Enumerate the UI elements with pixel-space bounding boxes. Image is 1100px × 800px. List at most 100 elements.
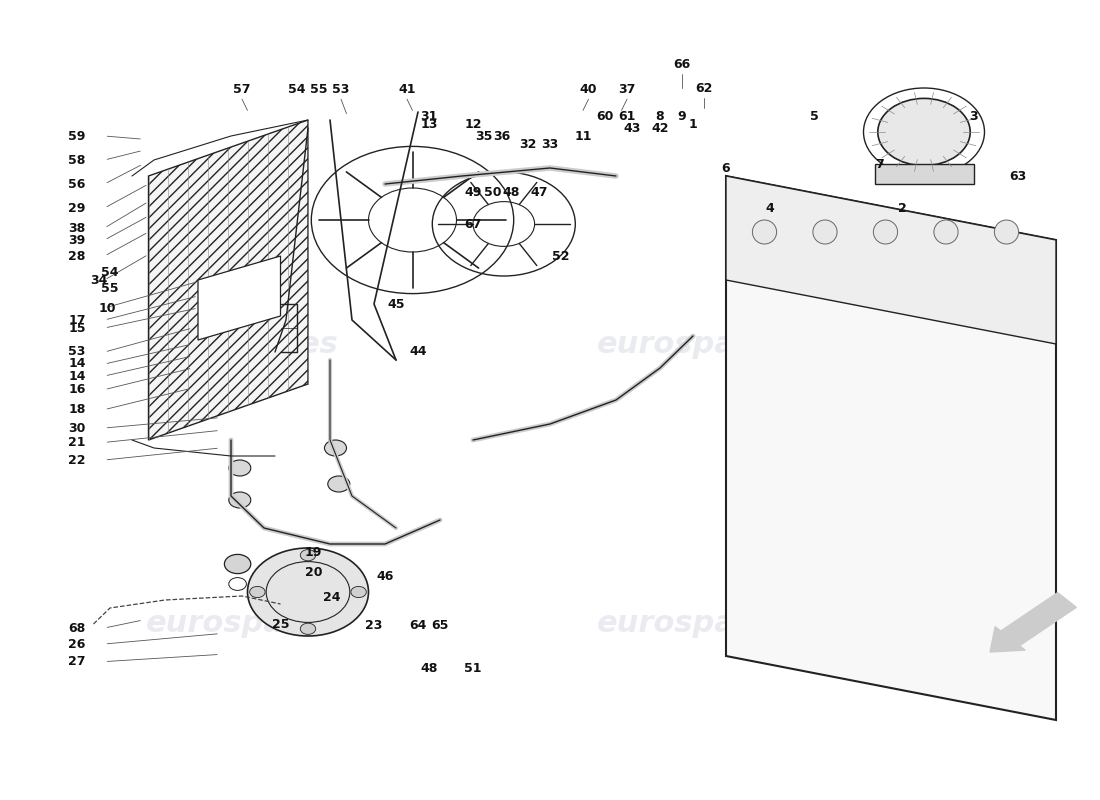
Text: 67: 67 xyxy=(464,218,482,230)
Text: 50: 50 xyxy=(484,186,502,198)
Circle shape xyxy=(248,548,368,636)
Text: 56: 56 xyxy=(68,178,86,190)
Text: eurospares: eurospares xyxy=(596,610,790,638)
Text: 33: 33 xyxy=(541,138,559,150)
Text: 51: 51 xyxy=(464,662,482,674)
Text: 4: 4 xyxy=(766,202,774,214)
Text: 5: 5 xyxy=(810,110,818,122)
Text: 31: 31 xyxy=(420,110,438,122)
Text: 14: 14 xyxy=(68,358,86,370)
Text: 63: 63 xyxy=(1009,170,1026,182)
Text: 64: 64 xyxy=(409,619,427,632)
Text: 53: 53 xyxy=(68,346,86,358)
Text: 49: 49 xyxy=(464,186,482,198)
Text: 29: 29 xyxy=(68,202,86,214)
Circle shape xyxy=(878,98,970,166)
Text: 19: 19 xyxy=(305,546,322,558)
Text: 2: 2 xyxy=(898,202,906,214)
Circle shape xyxy=(761,474,823,518)
Text: 30: 30 xyxy=(68,422,86,434)
Text: 55: 55 xyxy=(101,282,119,294)
Text: 38: 38 xyxy=(68,222,86,234)
Text: 39: 39 xyxy=(68,234,86,246)
Text: 35: 35 xyxy=(475,130,493,142)
Text: 20: 20 xyxy=(305,566,322,578)
Text: 17: 17 xyxy=(68,314,86,326)
Text: eurospares: eurospares xyxy=(145,610,339,638)
Text: 59: 59 xyxy=(68,130,86,142)
Ellipse shape xyxy=(813,220,837,244)
Ellipse shape xyxy=(873,220,898,244)
Text: 47: 47 xyxy=(530,186,548,198)
Polygon shape xyxy=(726,176,1056,720)
Text: 37: 37 xyxy=(618,83,636,96)
Text: 40: 40 xyxy=(580,83,597,96)
Text: 13: 13 xyxy=(420,118,438,130)
Text: 57: 57 xyxy=(233,83,251,96)
Text: 65: 65 xyxy=(431,619,449,632)
Text: 11: 11 xyxy=(574,130,592,142)
Ellipse shape xyxy=(994,220,1019,244)
Text: 7: 7 xyxy=(876,158,884,170)
Text: 3: 3 xyxy=(969,110,978,122)
Text: 9: 9 xyxy=(678,110,686,122)
Polygon shape xyxy=(198,256,280,340)
Text: 21: 21 xyxy=(68,436,86,449)
Text: 25: 25 xyxy=(272,618,289,630)
Text: eurospares: eurospares xyxy=(145,330,339,358)
Text: 23: 23 xyxy=(365,619,383,632)
Text: 41: 41 xyxy=(398,83,416,96)
Text: 1: 1 xyxy=(689,118,697,130)
Text: 28: 28 xyxy=(68,250,86,262)
Text: 54: 54 xyxy=(101,266,119,278)
Circle shape xyxy=(324,440,346,456)
Bar xyxy=(874,164,974,184)
Text: 36: 36 xyxy=(493,130,510,142)
Text: 58: 58 xyxy=(68,154,86,166)
Text: 45: 45 xyxy=(387,298,405,310)
Text: 18: 18 xyxy=(68,403,86,416)
Text: 48: 48 xyxy=(503,186,520,198)
Polygon shape xyxy=(148,120,308,440)
Text: 34: 34 xyxy=(90,274,108,286)
Text: 27: 27 xyxy=(68,655,86,668)
Ellipse shape xyxy=(934,220,958,244)
Text: 62: 62 xyxy=(695,82,713,94)
Circle shape xyxy=(224,554,251,574)
Circle shape xyxy=(229,460,251,476)
Circle shape xyxy=(250,586,265,598)
Text: 46: 46 xyxy=(376,570,394,582)
Text: 48: 48 xyxy=(420,662,438,674)
Text: 14: 14 xyxy=(68,370,86,382)
Text: 15: 15 xyxy=(68,322,86,334)
Text: 52: 52 xyxy=(552,250,570,262)
Text: 61: 61 xyxy=(618,110,636,122)
Text: 32: 32 xyxy=(519,138,537,150)
Text: 60: 60 xyxy=(596,110,614,122)
Text: 44: 44 xyxy=(409,346,427,358)
Circle shape xyxy=(229,492,251,508)
Text: 53: 53 xyxy=(332,83,350,96)
Text: 42: 42 xyxy=(651,122,669,134)
Circle shape xyxy=(822,474,883,518)
Text: 10: 10 xyxy=(99,302,117,314)
Text: 55: 55 xyxy=(310,83,328,96)
Text: 12: 12 xyxy=(464,118,482,130)
Text: eurospares: eurospares xyxy=(596,330,790,358)
Circle shape xyxy=(882,474,944,518)
FancyArrow shape xyxy=(990,593,1077,652)
Polygon shape xyxy=(726,176,1056,344)
Text: 6: 6 xyxy=(722,162,730,174)
Text: 68: 68 xyxy=(68,622,86,634)
Text: 8: 8 xyxy=(656,110,664,122)
Text: 22: 22 xyxy=(68,454,86,466)
Text: 66: 66 xyxy=(673,58,691,70)
Circle shape xyxy=(300,550,316,561)
Text: 16: 16 xyxy=(68,383,86,396)
Circle shape xyxy=(300,623,316,634)
Text: 43: 43 xyxy=(624,122,641,134)
Text: 54: 54 xyxy=(288,83,306,96)
Text: 26: 26 xyxy=(68,638,86,650)
Text: 24: 24 xyxy=(323,591,341,604)
Circle shape xyxy=(943,474,1004,518)
